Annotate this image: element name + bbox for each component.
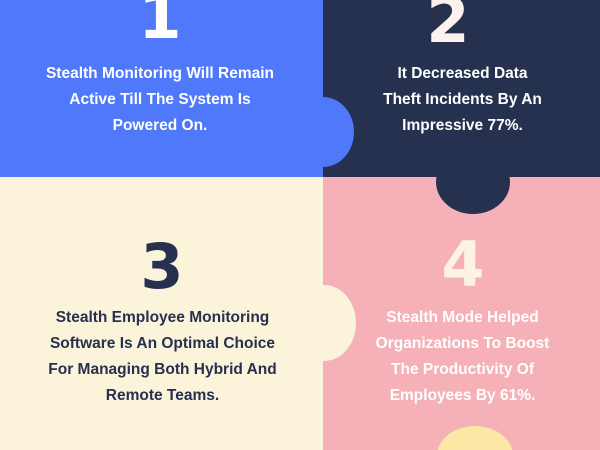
panel-1-text: Stealth Monitoring Will Remain Active Ti… <box>10 61 310 139</box>
panel-3-line: Software Is An Optimal Choice <box>49 335 276 352</box>
panel-4-number: 4 <box>441 228 485 301</box>
panel-4-text: Stealth Mode Helped Organizations To Boo… <box>350 305 575 409</box>
puzzle-knob-cream <box>292 285 356 361</box>
panel-1-line: Powered On. <box>112 117 208 134</box>
puzzle-knob-navy <box>436 150 510 214</box>
panel-4-line: Employees By 61%. <box>389 387 536 404</box>
panel-2-line: Impressive 77%. <box>402 117 523 134</box>
panel-3-text: Stealth Employee Monitoring Software Is … <box>10 305 315 409</box>
panel-1-background <box>0 0 323 177</box>
puzzle-knob-blue <box>292 97 354 167</box>
panel-2-number: 2 <box>426 0 470 57</box>
panel-4-line: Organizations To Boost <box>375 335 550 352</box>
panel-4-line: The Productivity Of <box>391 361 534 378</box>
panel-1-number: 1 <box>138 0 182 53</box>
panel-2-background <box>323 0 600 177</box>
panel-2-line: It Decreased Data <box>397 65 528 82</box>
panel-3-line: Stealth Employee Monitoring <box>55 309 270 326</box>
panel-1-line: Stealth Monitoring Will Remain <box>45 65 275 82</box>
panel-3-line: For Managing Both Hybrid And <box>48 361 277 378</box>
panel-1-line: Active Till The System Is <box>69 91 251 108</box>
panel-4-line: Stealth Mode Helped <box>386 309 539 326</box>
panel-2-text: It Decreased Data Theft Incidents By An … <box>350 61 575 139</box>
panel-4-background <box>323 177 600 450</box>
panel-2-line: Theft Incidents By An <box>383 91 542 108</box>
panel-3-number: 3 <box>140 230 184 303</box>
panel-3-background <box>0 177 323 450</box>
panel-3-line: Remote Teams. <box>105 387 220 404</box>
